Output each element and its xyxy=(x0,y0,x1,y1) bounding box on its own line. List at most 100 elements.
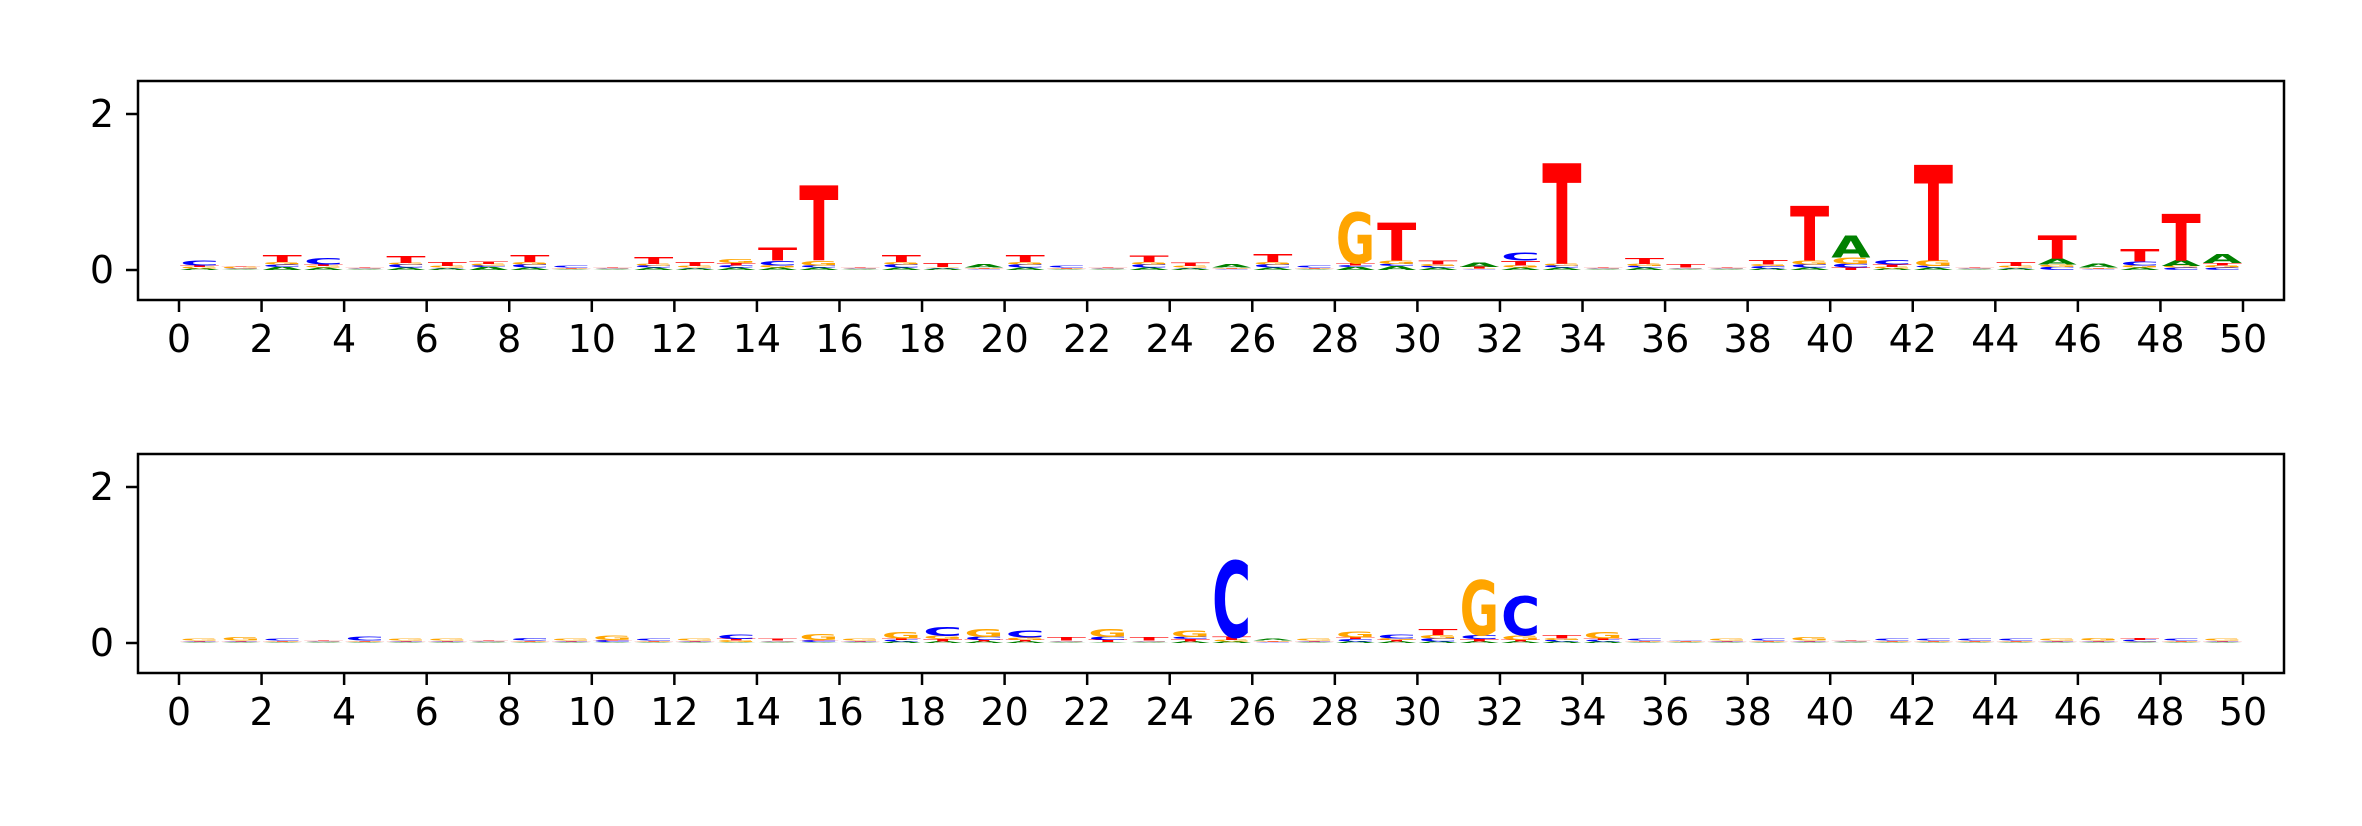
logo-letter-t-p0-pos14-3: T xyxy=(758,244,797,265)
logo-letter-g-p1-pos13-1: G xyxy=(717,640,756,642)
logo-letter-g-p1-pos20-2: G xyxy=(1006,637,1045,641)
logo-letter-g-p0-pos13-3: G xyxy=(717,258,756,264)
logo-letter-a-p1-pos26-3: A xyxy=(1253,639,1293,641)
logo-letter-g-p1-pos25-1: G xyxy=(1212,639,1251,641)
logo-letter-a-p0-pos17-0: A xyxy=(882,267,922,271)
logo-letter-a-p0-pos35-0: A xyxy=(1625,267,1665,271)
logo-letter-c-p1-pos20-3: C xyxy=(1006,629,1045,640)
logo-letter-g-p0-pos14-1: G xyxy=(758,265,797,269)
logo-letter-a-p0-pos10-0: A xyxy=(593,269,633,270)
logo-letter-c-p0-pos45-0: C xyxy=(2038,266,2077,271)
logo-letter-g-p1-pos49-3: G xyxy=(2203,639,2242,641)
logo-letter-a-p0-pos1-0: A xyxy=(221,269,261,270)
logo-letter-g-p1-pos35-1: G xyxy=(1625,641,1664,642)
logo-letter-t-p1-pos37-2: T xyxy=(1707,640,1747,641)
logo-letter-g-p0-pos49-1: G xyxy=(2203,265,2242,269)
logo-letter-g-p0-pos45-1: G xyxy=(2038,264,2077,268)
logo-letter-t-p0-pos46-2: T xyxy=(2079,267,2119,268)
logo-letter-a-p0-pos30-0: A xyxy=(1418,267,1458,271)
logo-letter-c-p1-pos38-3: C xyxy=(1749,639,1788,641)
x-tick-label-1-12: 24 xyxy=(1146,690,1194,734)
logo-letter-g-p0-pos2-2: G xyxy=(263,262,302,266)
logo-letter-a-p1-pos10-0: A xyxy=(593,642,633,643)
logo-letter-t-p0-pos19-2: T xyxy=(964,267,1004,268)
logo-letter-g-p0-pos35-2: G xyxy=(1625,263,1664,267)
logo-letter-c-p0-pos17-1: C xyxy=(882,264,921,269)
logo-letter-c-p0-pos27-3: C xyxy=(1295,266,1334,268)
logo-letter-c-p0-pos34-1: C xyxy=(1584,268,1623,269)
logo-letter-t-p0-pos25-2: T xyxy=(1212,267,1252,268)
logo-letter-a-p1-pos37-0: A xyxy=(1707,642,1747,643)
logo-letter-a-p0-pos46-3: A xyxy=(2079,263,2118,269)
logo-letter-g-p1-pos14-2: G xyxy=(758,640,797,641)
logo-letter-c-p0-pos35-1: C xyxy=(1625,266,1664,268)
x-tick-label-1-16: 32 xyxy=(1476,690,1524,734)
logo-letter-t-p1-pos30-3: T xyxy=(1418,628,1457,637)
logo-letter-g-p1-pos12-3: G xyxy=(675,639,714,641)
logo-letter-g-p0-pos38-2: G xyxy=(1749,264,1788,266)
x-tick-label-0-15: 30 xyxy=(1393,317,1441,361)
logo-letter-c-p0-pos48-0: C xyxy=(2161,267,2200,271)
logo-letter-t-p1-pos48-2: T xyxy=(2161,640,2201,641)
x-tick-label-1-2: 4 xyxy=(332,690,356,734)
logo-letter-c-p1-pos16-1: C xyxy=(841,641,880,642)
logo-letter-c-p0-pos25-0: C xyxy=(1212,269,1251,270)
logo-letter-t-p1-pos20-1: T xyxy=(1006,639,1046,642)
x-tick-label-1-0: 0 xyxy=(167,690,191,734)
logo-letter-a-p0-pos42-0: A xyxy=(1914,267,1954,271)
logo-letter-c-p0-pos26-1: C xyxy=(1253,264,1292,269)
logo-letter-c-p0-pos41-3: C xyxy=(1873,259,1912,266)
logo-letter-a-p1-pos20-0: A xyxy=(1006,641,1046,643)
logo-letter-t-p0-pos49-2: T xyxy=(2203,262,2243,266)
logo-letter-t-p0-pos17-3: T xyxy=(882,253,921,264)
logo-letter-g-p0-pos4-2: G xyxy=(345,267,384,268)
logo-letter-g-p1-pos48-1: G xyxy=(2161,641,2200,642)
logo-letter-a-p1-pos11-0: A xyxy=(634,642,674,643)
x-tick-label-1-11: 22 xyxy=(1063,690,1111,734)
logo-letter-g-p1-pos17-3: G xyxy=(882,631,921,641)
logo-letter-g-p0-pos26-2: G xyxy=(1253,262,1292,266)
logo-letter-t-p0-pos5-3: T xyxy=(386,254,425,265)
logo-letter-g-p0-pos27-1: G xyxy=(1295,268,1334,269)
x-tick-label-1-10: 20 xyxy=(980,690,1028,734)
logo-letter-a-p1-pos44-0: A xyxy=(1996,642,2036,643)
logo-letter-g-p1-pos27-3: G xyxy=(1295,639,1334,641)
logo-letter-c-p0-pos9-3: C xyxy=(552,266,591,268)
logo-letter-g-p1-pos15-3: G xyxy=(799,633,838,642)
logo-letter-a-p1-pos43-0: A xyxy=(1955,642,1995,643)
y-tick-label-0-1: 2 xyxy=(90,92,114,136)
logo-letter-c-p0-pos19-0: C xyxy=(964,269,1003,270)
logo-letter-c-p0-pos31-0: C xyxy=(1460,269,1499,270)
logo-letter-a-p0-pos2-0: A xyxy=(263,266,302,271)
logo-letter-a-p1-pos46-0: A xyxy=(2079,642,2119,643)
logo-letter-a-p0-pos25-3: A xyxy=(1212,264,1251,269)
logo-letter-a-p1-pos32-0: A xyxy=(1501,641,1541,643)
x-tick-label-0-24: 48 xyxy=(2136,317,2184,361)
logo-letter-c-p0-pos43-1: C xyxy=(1955,268,1994,269)
x-tick-label-0-12: 24 xyxy=(1146,317,1194,361)
logo-letter-a-p0-pos9-0: A xyxy=(552,269,592,270)
logo-letter-a-p0-pos29-0: A xyxy=(1377,265,1416,271)
logo-letter-t-p0-pos2-3: T xyxy=(263,253,302,264)
logo-letter-t-p1-pos26-2: T xyxy=(1253,640,1293,641)
logo-letter-c-p0-pos12-1: C xyxy=(675,267,714,268)
logo-letter-t-p1-pos41-2: T xyxy=(1873,640,1913,641)
logo-letter-c-p1-pos22-2: C xyxy=(1088,636,1127,641)
logo-letter-c-p1-pos44-3: C xyxy=(1996,639,2035,641)
logo-letter-c-p0-pos5-1: C xyxy=(386,264,425,269)
logo-letter-a-p0-pos14-0: A xyxy=(758,267,798,271)
logo-letter-a-p0-pos47-0: A xyxy=(2120,267,2160,271)
logo-letter-g-p1-pos0-3: G xyxy=(180,639,219,641)
logo-letter-t-p1-pos27-2: T xyxy=(1295,640,1335,641)
logo-letter-c-p0-pos32-3: C xyxy=(1501,251,1540,263)
logo-letter-t-p1-pos8-2: T xyxy=(510,640,550,641)
logo-letter-a-p0-pos39-0: A xyxy=(1790,267,1830,271)
logo-letter-t-p1-pos33-3: T xyxy=(1542,634,1581,639)
logo-letter-t-p1-pos22-1: T xyxy=(1088,639,1128,643)
logo-letter-a-p0-pos41-0: A xyxy=(1873,268,1913,270)
x-tick-label-1-25: 50 xyxy=(2219,690,2267,734)
logo-letter-g-p1-pos1-3: G xyxy=(221,637,260,642)
logo-letter-c-p1-pos2-3: C xyxy=(263,639,302,641)
logo-letter-a-p1-pos22-0: A xyxy=(1088,642,1128,643)
logo-letter-a-p0-pos27-0: A xyxy=(1295,269,1335,270)
